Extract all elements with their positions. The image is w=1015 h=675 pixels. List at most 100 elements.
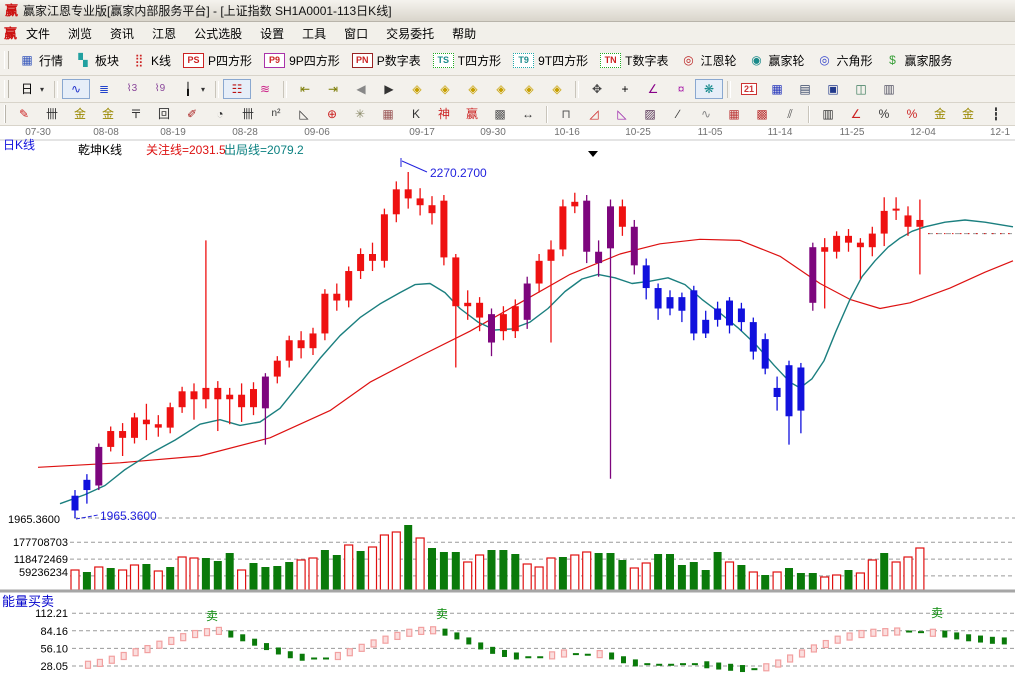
span-arrow-button[interactable]: ↔ [514,104,542,124]
info-view-button[interactable]: ≣ [90,79,118,99]
gann-diamond-6-button[interactable]: ◈ [543,79,571,99]
wave-3-icon: ⌇3 [126,83,138,94]
menu-gann[interactable]: 江恩 [152,26,177,41]
marker-triangle-icon [588,151,598,157]
gold-grid-1-button[interactable]: 金 [66,104,94,124]
candle [488,314,495,343]
toolbar-sectors-button[interactable]: ▚ 板块 [69,50,125,71]
toolbar-9p-square-button[interactable]: P9 9P四方形 [258,50,346,71]
tick-ruler-button[interactable]: 卌 [38,104,66,124]
parallel-lines-button[interactable]: ⫽ [776,104,804,124]
menu-browse[interactable]: 浏览 [68,26,93,41]
gann-diamond-1-button[interactable]: ◈ [403,79,431,99]
menu-help[interactable]: 帮助 [452,26,477,41]
gann-box-button[interactable]: ▨ [636,104,664,124]
candle-style-dropdown-button[interactable]: ╽ ▾ [174,79,211,99]
volume-profile-button[interactable]: ≋ [251,79,279,99]
menu-trade-entrust[interactable]: 交易委托 [386,26,435,41]
title-bar[interactable]: 赢 赢家江恩专业版[赢家内部服务平台] - [上证指数 SH1A0001-113… [0,0,1015,22]
gann-diamond-5-button[interactable]: ◈ [515,79,543,99]
wave-9-button[interactable]: ⌇9 [146,79,174,99]
wave-band-button[interactable]: ∿ [1010,104,1015,124]
trend-lines-button[interactable]: ∕ [664,104,692,124]
pattern-tool-button[interactable]: ❋ [695,79,724,99]
menu-file[interactable]: 文件 [26,26,51,41]
chart-canvas[interactable]: 07-30 08-08 08-19 08-28 09-06 09-17 09-30 10-16… [0,125,1015,675]
toolbar-9t-square-button[interactable]: T9 9T四方形 [507,50,594,71]
candle [749,322,757,352]
zigzag-button[interactable]: ∿ [692,104,720,124]
p-square-icon: PS [183,52,205,68]
f-ruler-button[interactable]: 〒 [122,104,150,124]
calendar-21-button[interactable]: 21 [735,81,763,97]
first-page-button[interactable]: ⇤ [291,79,319,99]
notepad-button[interactable]: ▤ [791,79,819,99]
volume-bar [891,561,901,591]
toolbar-p-square-button[interactable]: PS P四方形 [177,50,258,71]
toolbar-separator [215,80,220,98]
last-page-button[interactable]: ⇥ [319,79,347,99]
t-square-tool-button[interactable]: ⊓ [552,104,580,124]
gold-grid-2-button[interactable]: 金 [94,104,122,124]
star-grid-button[interactable]: ✳ [346,104,374,124]
brush-button[interactable]: ✎ [10,104,38,124]
angle-percent-button[interactable]: ∠ [842,104,870,124]
menu-formula-stock-pick[interactable]: 公式选股 [194,26,243,41]
angle-draw-button[interactable]: ∠ [639,79,667,99]
red-grid-2-button[interactable]: ▩ [748,104,776,124]
volume-bar [534,566,544,591]
toolbar-winner-service-button[interactable]: $ 赢家服务 [879,50,959,71]
toolbar-winner-wheel-button[interactable]: ◉ 赢家轮 [742,50,810,71]
tick-ruler-2-button[interactable]: 卌 [234,104,262,124]
toolbar-t-number-table-button[interactable]: TN T数字表 [594,50,674,71]
gold-level-button[interactable]: 金 [954,104,982,124]
time-circle-button[interactable]: ◔ [206,104,234,124]
calculator-button[interactable]: ▦ [763,79,791,99]
toolbar-kline-button[interactable]: ⣿ K线 [125,50,177,71]
angle-flag-button[interactable]: ◺ [290,104,318,124]
menu-news[interactable]: 资讯 [110,26,135,41]
measure-pen-button[interactable]: ┇ [982,104,1010,124]
toolbar-t-square-button[interactable]: TS T四方形 [427,50,507,71]
qiankun-style-button[interactable]: ☷ [223,79,252,99]
gold-circle-button[interactable]: 金 [926,104,954,124]
trend-view-button[interactable]: ∿ [62,79,91,99]
k-quote-button[interactable]: Κ [402,104,430,124]
save-button[interactable]: ▣ [819,79,847,99]
scale-columns-button[interactable]: ▥ [814,104,842,124]
menu-settings[interactable]: 设置 [260,26,285,41]
circle-cross-button[interactable]: ⊕ [318,104,346,124]
spiral-button[interactable]: 回 [150,104,178,124]
grid-123-button[interactable]: ▩ [486,104,514,124]
gann-diamond-3-button[interactable]: ◈ [459,79,487,99]
red-grid-1-button[interactable]: ▦ [720,104,748,124]
menu-tools[interactable]: 工具 [302,26,327,41]
toolbar-hexagon-button[interactable]: ◎ 六角形 [811,50,879,71]
candle [702,319,710,334]
shen-tool-button[interactable]: 神 [430,104,458,124]
gann-diamond-2-button[interactable]: ◈ [431,79,459,99]
n-squared-button[interactable]: n² [262,104,290,124]
toolbar-p-number-table-button[interactable]: PN P数字表 [346,50,427,71]
crosshair-button[interactable]: + [611,79,639,99]
export-network-button[interactable]: ◫ [847,79,875,99]
square-grid-button[interactable]: ▦ [374,104,402,124]
next-bar-button[interactable]: ▶ [375,79,403,99]
period-day-dropdown-button[interactable]: 日 ▾ [13,79,50,99]
wave-3-button[interactable]: ⌇3 [118,79,146,99]
percent-button[interactable]: % [870,104,898,124]
print-computer-button[interactable]: ▥ [875,79,903,99]
ying-tool-button[interactable]: 赢 [458,104,486,124]
gann-fan-purple-button[interactable]: ◺ [608,104,636,124]
prev-bar-button[interactable]: ◀ [347,79,375,99]
brush-2-button[interactable]: ✐ [178,104,206,124]
gann-tool-purple-button[interactable]: ¤ [667,79,695,99]
9t-square-icon: T9 [513,52,535,68]
toolbar-gann-wheel-button[interactable]: ◎ 江恩轮 [674,50,742,71]
percent-line-button[interactable]: % [898,104,926,124]
menu-window[interactable]: 窗口 [344,26,369,41]
gann-diamond-4-button[interactable]: ◈ [487,79,515,99]
drag-hand-button[interactable]: ✥ [583,79,611,99]
gann-fan-red-button[interactable]: ◿ [580,104,608,124]
toolbar-quotes-button[interactable]: ▦ 行情 [13,50,69,71]
